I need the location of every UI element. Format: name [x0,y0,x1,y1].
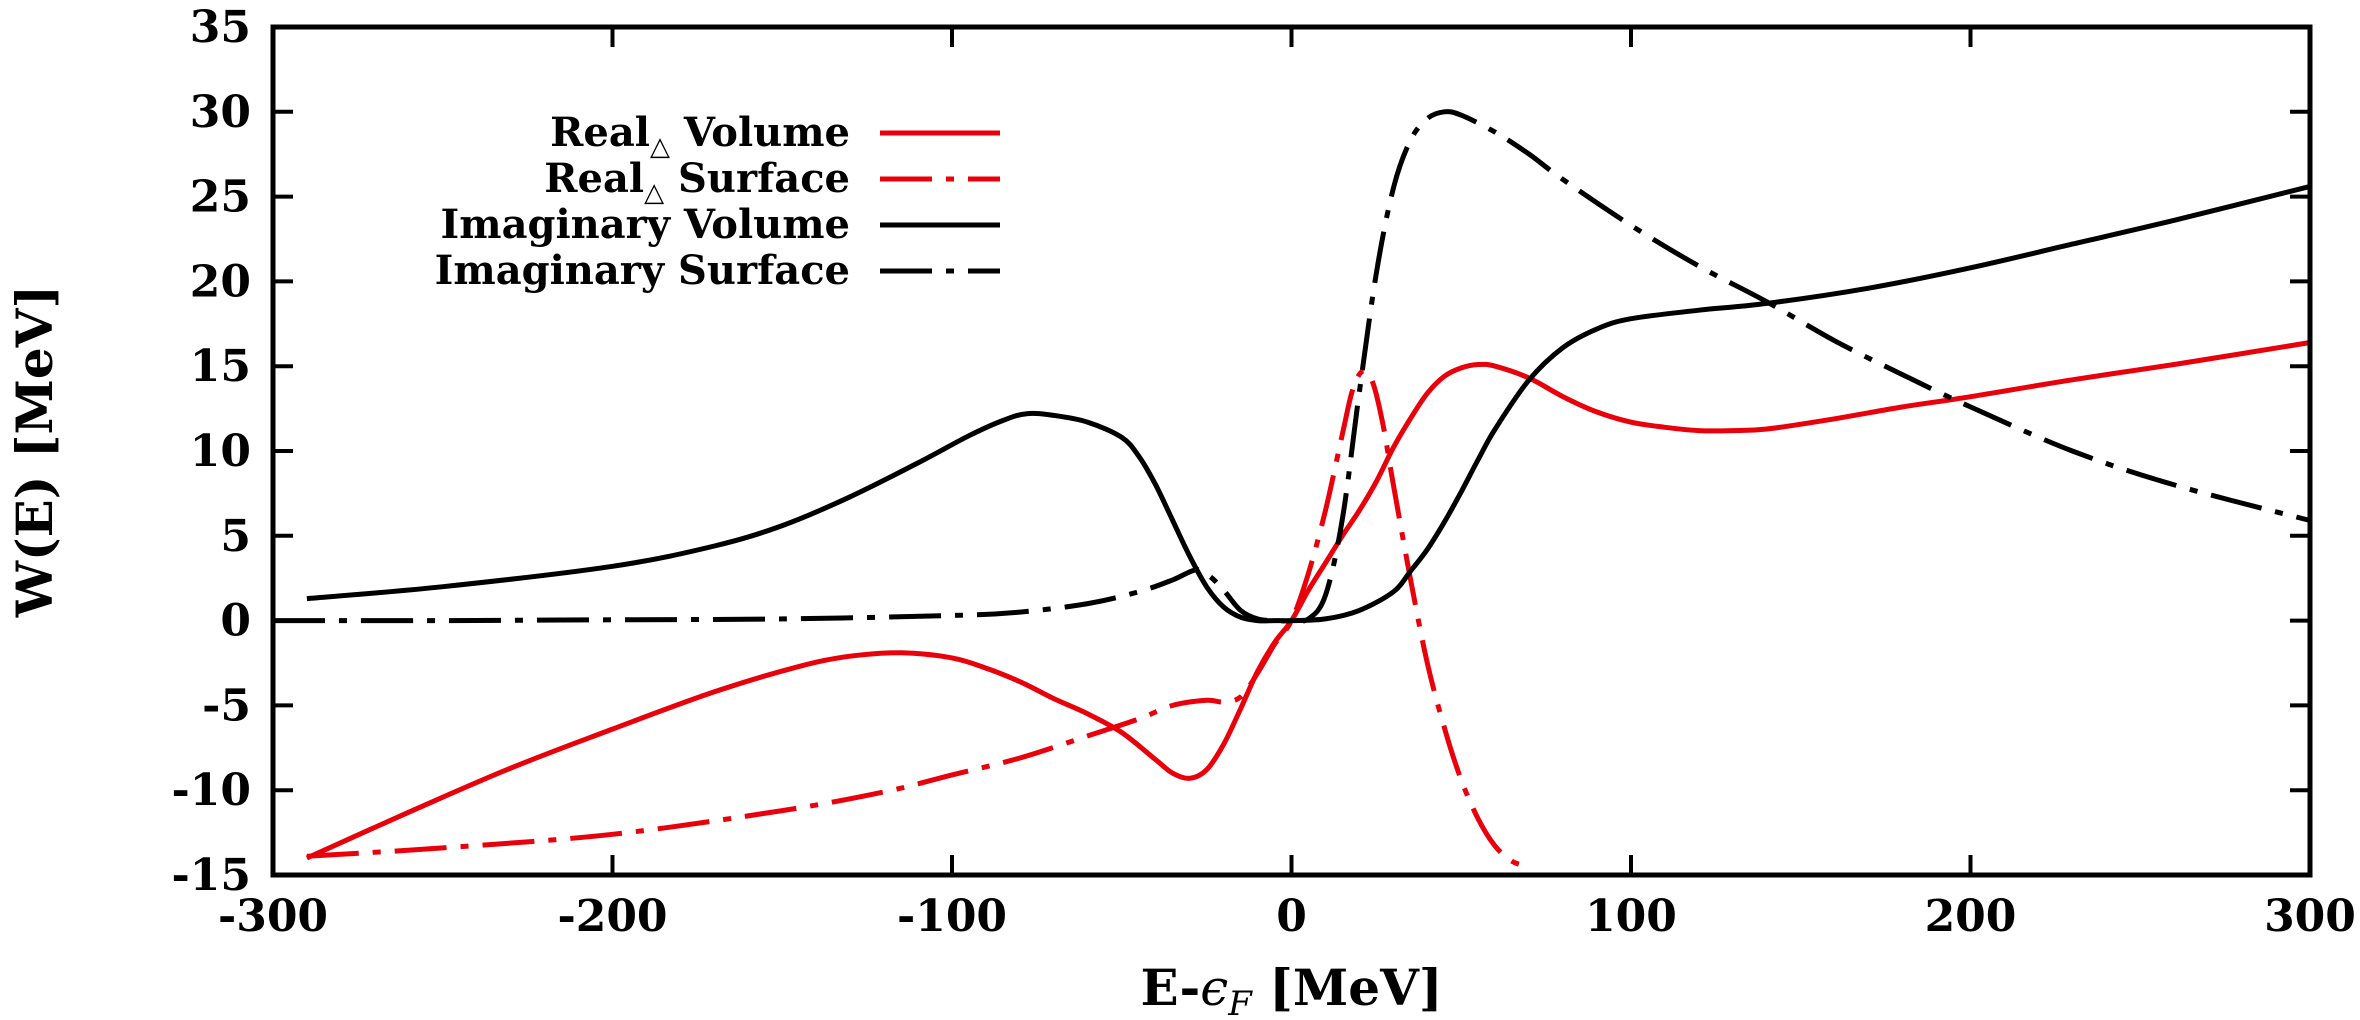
x-tick-label: -300 [218,891,328,942]
y-tick-label: 20 [190,256,251,307]
y-tick-label: -10 [172,765,252,816]
series-line-3 [272,109,2311,624]
y-tick-label: -15 [172,850,252,901]
x-tick-label: 200 [1925,891,2017,942]
plot-frame [270,24,2313,878]
y-tick-label: 0 [220,596,251,647]
y-tick-label: -5 [202,680,251,731]
legend-label-3: Imaginary Surface [435,247,850,294]
legend-label-0: Real△ Volume [550,109,850,162]
y-axis-title: W(E) [MeV] [5,285,64,618]
x-tick-label: 300 [2264,891,2356,942]
legend-label-2: Imaginary Volume [441,201,850,248]
axis-ticks: -300 -200 -100 0 100 200 300 -15 -10 -5 0 5 10 15 20 25… [172,2,2356,942]
y-tick-label: 30 [190,87,251,138]
x-tick-label: 0 [1276,891,1307,942]
series-layer [272,109,2311,869]
y-tick-label: 35 [190,2,251,53]
y-tick-label: 10 [190,426,251,477]
series-line-0 [305,340,2311,861]
y-tick-label: 15 [190,341,251,392]
y-tick-label: 5 [220,511,251,562]
x-tick-label: -100 [897,891,1007,942]
series-line-1 [306,368,1530,869]
legend-label-1: Real△ Surface [544,155,850,208]
x-axis-title: E-ϵF [MeV] [1140,958,1442,1020]
x-tick-label: -200 [557,891,667,942]
x-tick-label: 100 [1585,891,1677,942]
series-line-2 [306,183,2311,624]
y-tick-label: 25 [190,172,251,223]
